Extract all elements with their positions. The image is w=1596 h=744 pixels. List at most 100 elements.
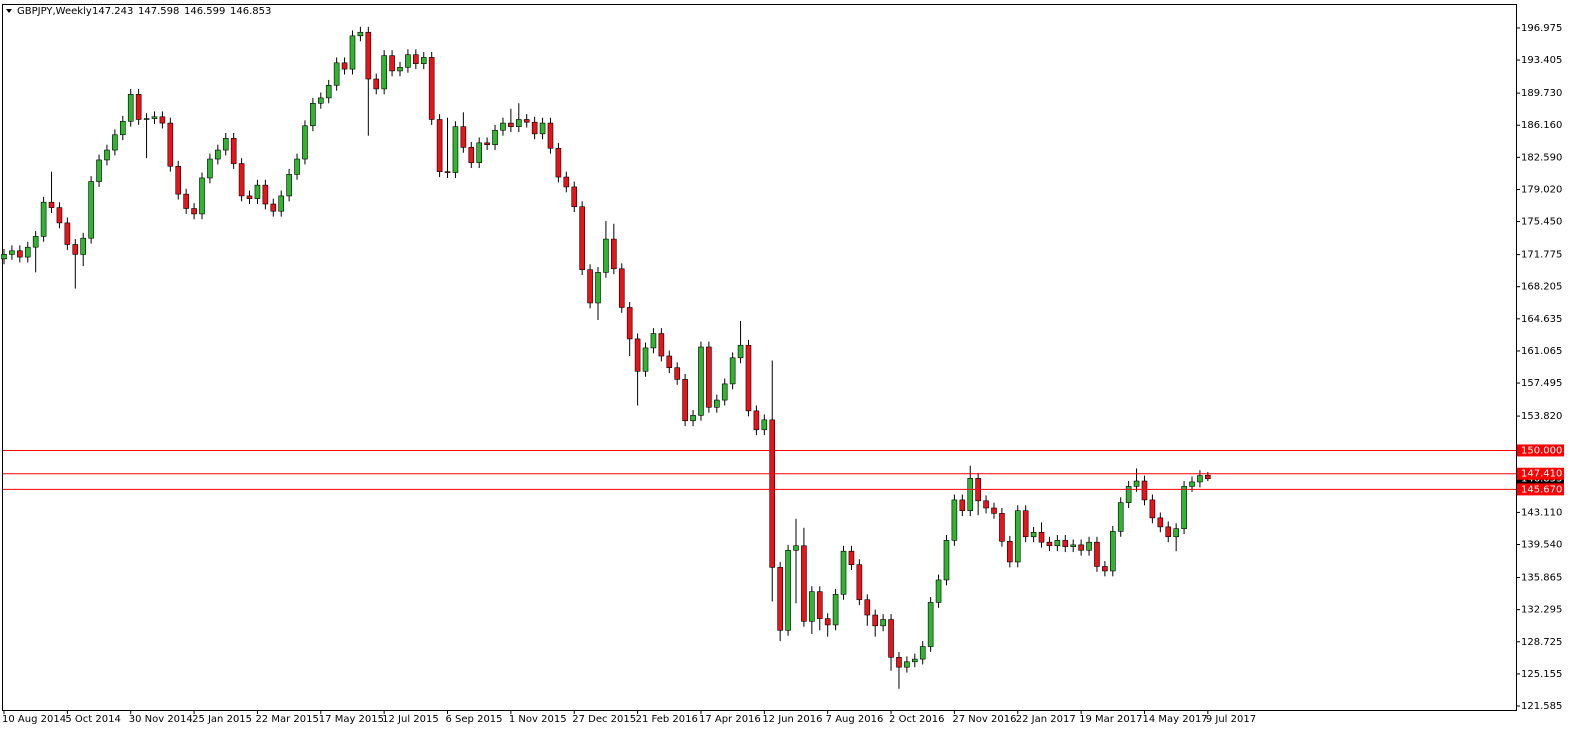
candle-body [690, 415, 696, 422]
candle-body [1117, 502, 1124, 532]
candle-body [143, 118, 150, 120]
candle-body [848, 550, 855, 565]
candle-body [1110, 531, 1116, 572]
candle-body [745, 344, 752, 412]
candle-body [1181, 486, 1187, 529]
y-tick-label: 193.405 [1521, 55, 1562, 66]
candle-body [183, 193, 189, 209]
candle-body [389, 55, 395, 72]
candle-body [1046, 541, 1053, 547]
candle-body [1038, 531, 1045, 543]
candle-body [587, 269, 593, 304]
candle-body [357, 31, 364, 37]
candle-body [531, 121, 538, 135]
candle-body [436, 119, 443, 172]
candle-body [72, 244, 79, 255]
candle-body [761, 419, 768, 431]
y-tick-label: 139.540 [1521, 540, 1562, 551]
candle-body [207, 158, 213, 179]
candle-body [1086, 541, 1092, 551]
y-tick-label: 132.295 [1521, 605, 1562, 616]
candle-body [64, 222, 71, 245]
header-low: 146.599 [184, 6, 225, 17]
candle-body [515, 119, 522, 127]
candle-body [729, 357, 736, 385]
candle-body [816, 591, 823, 619]
candle-body [191, 208, 197, 215]
x-tick-label: 21 Feb 2016 [636, 714, 698, 725]
candle-body [1102, 566, 1108, 572]
level-label-box [1517, 483, 1564, 496]
candle-body [579, 206, 585, 270]
candle-body [801, 545, 807, 622]
candle-body [650, 333, 657, 349]
header-open: 147.243 [92, 6, 133, 17]
candle-body [460, 126, 467, 148]
candle-body [1205, 474, 1211, 480]
candle-body [1070, 544, 1076, 547]
candle-body [967, 478, 974, 512]
candle-body [1022, 510, 1029, 538]
candle-body [104, 149, 110, 161]
candle-body [215, 149, 221, 160]
candle-body [1133, 480, 1140, 487]
candle-body [246, 195, 253, 199]
candle-body [80, 237, 86, 255]
candle-body [56, 207, 63, 224]
candle-body [167, 122, 174, 167]
level-label: 145.670 [1521, 484, 1562, 495]
candle-body [1030, 531, 1037, 538]
candle-body [381, 55, 387, 90]
candle-body [151, 116, 158, 119]
candle-body [1157, 517, 1164, 528]
x-tick-label: 27 Nov 2016 [952, 714, 1016, 725]
candle-body [983, 500, 989, 509]
level-label-box [1517, 444, 1564, 457]
candle-body [595, 272, 601, 304]
candle-body [405, 54, 411, 68]
level-label: 150.000 [1521, 445, 1562, 456]
candle-body [547, 122, 554, 149]
candle-body [397, 67, 403, 72]
candle-body [1014, 510, 1021, 563]
candle-body [911, 658, 918, 663]
candle-body [555, 147, 562, 178]
candle-body [365, 31, 372, 80]
y-tick-label: 182.590 [1521, 152, 1562, 163]
candle-body [1149, 499, 1156, 519]
x-tick-label: 17 May 2015 [319, 714, 384, 725]
candle-body [626, 307, 633, 340]
candle-body [959, 499, 966, 512]
candle-body [951, 499, 958, 541]
candle-body [935, 579, 942, 603]
candle-body [1007, 540, 1013, 563]
candle-body [991, 507, 997, 514]
candle-body [135, 93, 142, 120]
y-tick-label: 143.110 [1521, 507, 1562, 518]
candle-body [484, 142, 490, 145]
y-tick-label: 186.160 [1521, 120, 1562, 131]
plot-frame [2, 4, 1517, 711]
candle-body [1078, 544, 1084, 551]
y-tick-label: 153.820 [1521, 411, 1562, 422]
candle-body [666, 355, 673, 369]
candle-body [603, 238, 609, 273]
candle-body [222, 138, 229, 151]
x-tick-label: 2 Oct 2016 [889, 714, 944, 725]
x-tick-label: 22 Jan 2017 [1016, 714, 1076, 725]
candle-body [896, 656, 902, 668]
candle-body [317, 97, 324, 104]
candle-body [571, 186, 578, 208]
candle-body [1125, 486, 1132, 503]
y-tick-label: 135.865 [1521, 573, 1562, 584]
y-tick-label: 196.975 [1521, 23, 1562, 34]
x-tick-label: 22 Mar 2015 [255, 714, 318, 725]
y-tick-label: 121.585 [1521, 701, 1562, 712]
candle-body [832, 594, 839, 626]
y-tick-label: 161.065 [1521, 346, 1562, 357]
candle-body [1197, 475, 1203, 483]
candle-body [286, 174, 292, 197]
candle-body [294, 158, 300, 175]
candle-body [325, 85, 332, 99]
candle-body [999, 513, 1005, 542]
